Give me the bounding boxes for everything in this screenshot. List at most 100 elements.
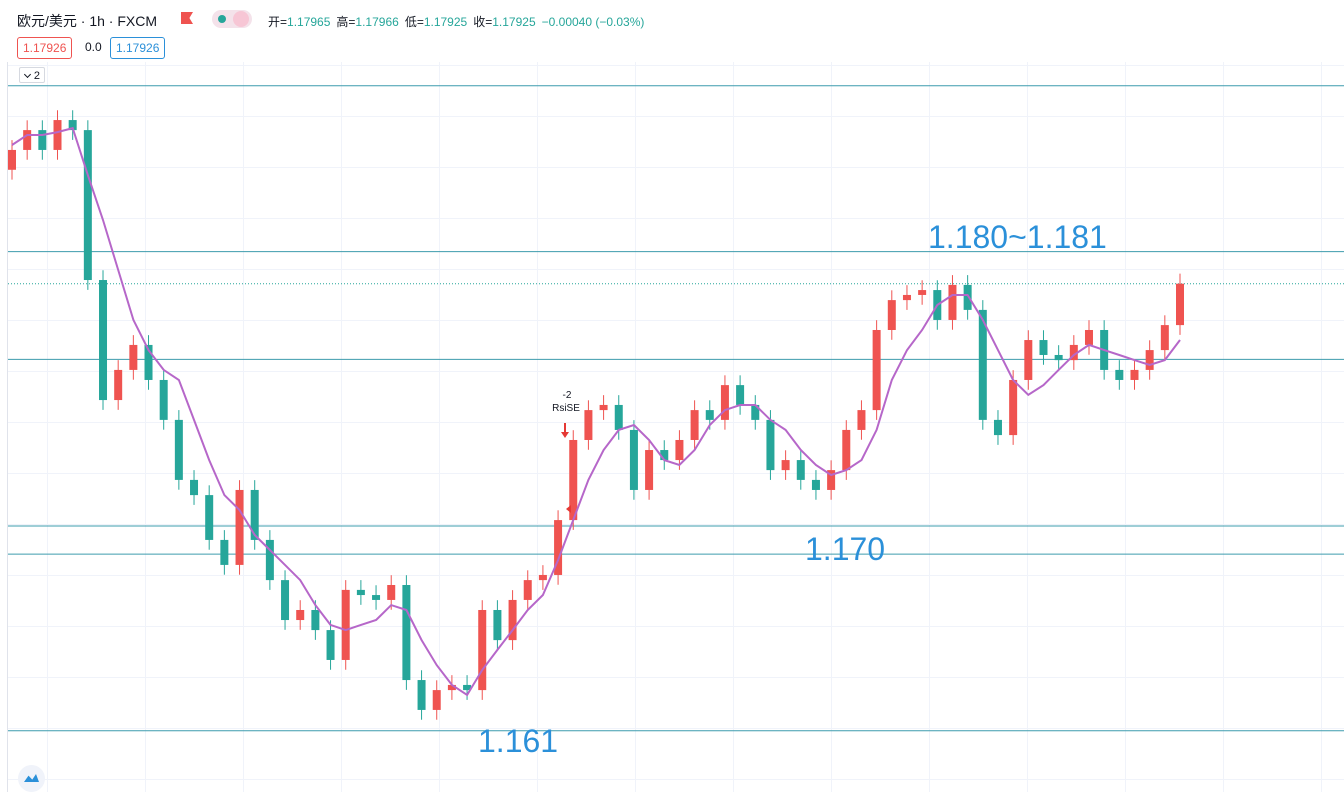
ohlc-value: 1.17965 xyxy=(287,15,331,29)
signal-count: -2 xyxy=(563,390,572,401)
candle-body xyxy=(675,439,684,461)
candle-body xyxy=(842,429,851,471)
candle-body xyxy=(751,404,760,420)
candle-body xyxy=(857,410,866,430)
price-change: −0.00040 (−0.03%) xyxy=(541,15,645,29)
candle-body xyxy=(417,680,426,710)
candle-body xyxy=(447,684,456,691)
candle-body xyxy=(599,404,608,411)
candle-body xyxy=(690,410,699,440)
ohlc-value: 1.17966 xyxy=(355,15,399,29)
candle-body xyxy=(1115,369,1124,380)
candle-body xyxy=(736,385,745,405)
candle-body xyxy=(129,344,138,370)
logo[interactable] xyxy=(18,765,45,792)
candle-body xyxy=(463,684,472,691)
candle-body xyxy=(190,479,199,496)
candle-body xyxy=(356,589,365,596)
ohlc-label: 收= xyxy=(473,15,493,29)
signal-marker xyxy=(566,505,571,513)
spread: 0.0 xyxy=(85,40,102,54)
ohlc-label: 高= xyxy=(336,15,356,29)
candle-body xyxy=(948,284,957,320)
candle-body xyxy=(660,450,669,461)
candle-body xyxy=(584,410,593,440)
candle-body xyxy=(1130,369,1139,380)
buy-button[interactable]: 1.17926 xyxy=(110,37,166,59)
candle-body xyxy=(1176,283,1184,326)
candle-body xyxy=(159,379,168,420)
candle-body xyxy=(387,585,396,600)
candle-body xyxy=(918,290,927,295)
candle-body xyxy=(68,120,77,131)
ohlc-value: 1.17925 xyxy=(492,15,536,29)
candle-body xyxy=(569,439,578,521)
collapse-button[interactable]: 2 xyxy=(19,67,45,83)
level-annotation: 1.180~1.181 xyxy=(928,219,1107,255)
candle-body xyxy=(38,130,47,150)
moving-average xyxy=(11,126,1181,697)
candle-body xyxy=(538,574,547,581)
candle-body xyxy=(554,520,563,575)
candle-body xyxy=(114,369,123,401)
candle-body xyxy=(827,470,836,490)
candle-body xyxy=(993,419,1002,436)
candle-body xyxy=(1009,379,1018,436)
candle-body xyxy=(250,489,259,540)
candle-body xyxy=(23,130,32,150)
signal-name: RsiSE xyxy=(552,403,580,414)
level-annotation: 1.161 xyxy=(478,723,558,759)
candle-body xyxy=(614,404,623,430)
candle-body xyxy=(281,580,290,621)
candle-body xyxy=(523,580,532,600)
candle-body xyxy=(402,585,411,681)
candle-body xyxy=(83,130,92,281)
candle-body xyxy=(99,280,108,401)
candle-body xyxy=(174,419,183,480)
candle-body xyxy=(781,460,790,471)
candle-body xyxy=(902,294,911,301)
sell-button[interactable]: 1.17926 xyxy=(17,37,73,59)
candle-body xyxy=(796,460,805,480)
candle-body xyxy=(811,479,820,490)
candle-body xyxy=(872,329,881,411)
candle-body xyxy=(341,589,350,660)
candle-body xyxy=(1039,340,1048,355)
flag-icon[interactable] xyxy=(181,12,193,24)
candle-body xyxy=(220,539,229,565)
ohlc-value: 1.17925 xyxy=(423,15,468,29)
ohlc-legend: 开=1.17965 高=1.17966 低=1.17925 收=1.17925 −0.0… xyxy=(268,13,650,30)
signal-arrow xyxy=(561,423,569,438)
candle-body xyxy=(326,630,335,660)
candle-body xyxy=(478,609,487,691)
ohlc-label: 开= xyxy=(268,15,288,29)
candle-body xyxy=(1084,329,1093,345)
candle-body xyxy=(978,309,987,420)
candle-body xyxy=(720,385,729,420)
status-pill[interactable] xyxy=(212,10,252,28)
candle-body xyxy=(311,609,320,631)
candle-body xyxy=(144,344,153,380)
candle-body xyxy=(1024,340,1033,380)
candle-body xyxy=(1160,325,1169,351)
candle-body xyxy=(705,410,714,420)
symbol-title[interactable]: 欧元/美元 · 1h · FXCM xyxy=(17,13,158,29)
candle-body xyxy=(629,429,638,490)
candle-body xyxy=(493,609,502,641)
candle-body xyxy=(432,690,441,710)
candle-body xyxy=(1069,344,1078,361)
candle-body xyxy=(1054,354,1063,361)
candle-body xyxy=(963,284,972,310)
candle-body xyxy=(766,419,775,471)
candle-body xyxy=(205,495,214,540)
candle-body xyxy=(372,595,381,600)
candle-body xyxy=(645,450,654,490)
candle-body xyxy=(265,539,274,581)
candle-body xyxy=(235,489,244,565)
level-annotation: 1.170 xyxy=(805,531,885,567)
candle-body xyxy=(508,599,517,641)
candle-body xyxy=(8,149,16,170)
ohlc-label: 低= xyxy=(404,15,424,29)
